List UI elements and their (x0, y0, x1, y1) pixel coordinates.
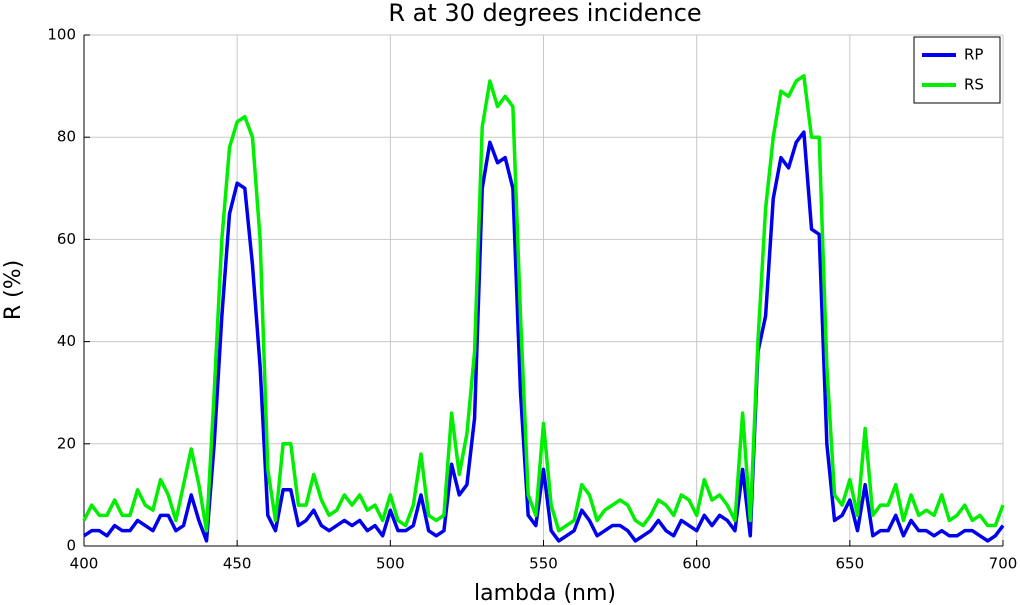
y-tick-label: 80 (57, 128, 76, 146)
y-tick-label: 40 (57, 332, 76, 350)
x-tick-label: 550 (529, 555, 558, 573)
x-tick-label: 450 (223, 555, 252, 573)
x-axis-label: lambda (nm) (474, 581, 616, 605)
data-line (83, 130, 1005, 543)
legend-label: RP (964, 46, 983, 64)
legend-label: RS (964, 76, 984, 94)
y-tick-label: 60 (57, 230, 76, 248)
x-tick-label: 400 (70, 555, 99, 573)
x-tick-label: 600 (682, 555, 711, 573)
legend: RP RS (913, 36, 1001, 104)
y-axis-label: R (%) (1, 260, 26, 320)
legend-box (913, 36, 1001, 104)
x-tick-label: 650 (836, 555, 865, 573)
x-tick-label: 700 (989, 555, 1018, 573)
x-tick-label: 500 (376, 555, 405, 573)
y-tick-label: 20 (57, 434, 76, 452)
y-tick-label: 0 (66, 537, 76, 555)
chart-title: R at 30 degrees incidence (388, 0, 701, 27)
y-tick-label: 100 (47, 26, 76, 44)
data-line (82, 74, 1005, 533)
